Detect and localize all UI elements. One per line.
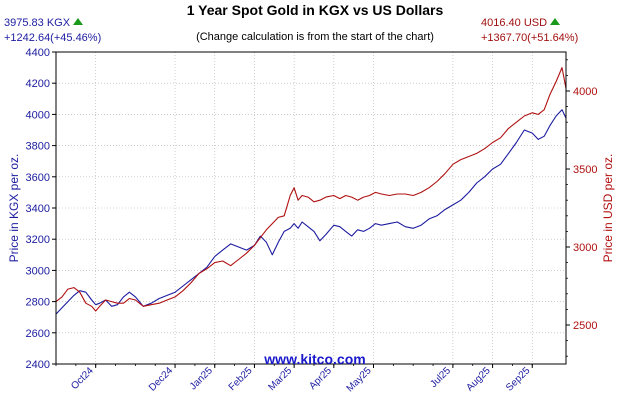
x-tick-label: Dec24 xyxy=(147,365,176,394)
up-arrow-icon xyxy=(550,18,561,25)
y-tick-label-left: 3200 xyxy=(26,234,50,246)
chart-title: 1 Year Spot Gold in KGX vs US Dollars xyxy=(186,2,444,18)
y-tick-label-left: 3800 xyxy=(26,141,50,153)
x-tick-label: Oct24 xyxy=(69,365,96,392)
kgx-current-price: 3975.83 KGX xyxy=(4,17,71,29)
y-tick-label-left: 4200 xyxy=(26,78,50,90)
series-line-usd xyxy=(55,67,567,312)
y-tick-label-left: 2600 xyxy=(26,328,50,340)
kitco-watermark: www.kitco.com xyxy=(264,351,366,367)
x-tick-label: Mar25 xyxy=(266,365,294,393)
y-tick-label-left: 3600 xyxy=(26,172,50,184)
x-tick-label: Sep25 xyxy=(504,365,533,394)
x-tick-label: Apr25 xyxy=(307,365,334,392)
y-tick-label-left: 3000 xyxy=(26,265,50,277)
usd-current-price: 4016.40 USD xyxy=(481,17,548,29)
chart-subtitle: (Change calculation is from the start of… xyxy=(196,31,434,43)
x-tick-label: Aug25 xyxy=(464,365,493,394)
x-tick-label: May25 xyxy=(345,365,374,394)
y-axis-label-right: Price in USD per oz. xyxy=(601,154,615,263)
y-tick-label-left: 4000 xyxy=(26,109,50,121)
kgx-price-header: 3975.83 KGX xyxy=(4,17,84,30)
y-tick-label-left: 4400 xyxy=(26,47,50,59)
y-tick-label-right: 3000 xyxy=(573,242,597,254)
x-tick-label: Jan25 xyxy=(188,365,215,392)
up-arrow-icon xyxy=(73,18,84,25)
y-tick-label-left: 3400 xyxy=(26,203,50,215)
x-tick-label: Jul25 xyxy=(428,365,453,390)
y-axis-label-left: Price in KGX per oz. xyxy=(7,154,21,263)
usd-change: +1367.70(+51.64%) xyxy=(481,32,579,44)
plot-frame xyxy=(55,51,567,365)
y-tick-label-right: 3500 xyxy=(573,164,597,176)
y-tick-label-right: 2500 xyxy=(573,320,597,332)
kgx-change: +1242.64(+45.46%) xyxy=(4,32,102,44)
series-line-kgx xyxy=(55,109,567,315)
y-tick-label-right: 4000 xyxy=(573,86,597,98)
y-tick-label-left: 2800 xyxy=(26,297,50,309)
x-tick-label: Feb25 xyxy=(227,365,255,393)
usd-price-header: 4016.40 USD xyxy=(481,17,561,30)
y-tick-label-left: 2400 xyxy=(26,359,50,371)
